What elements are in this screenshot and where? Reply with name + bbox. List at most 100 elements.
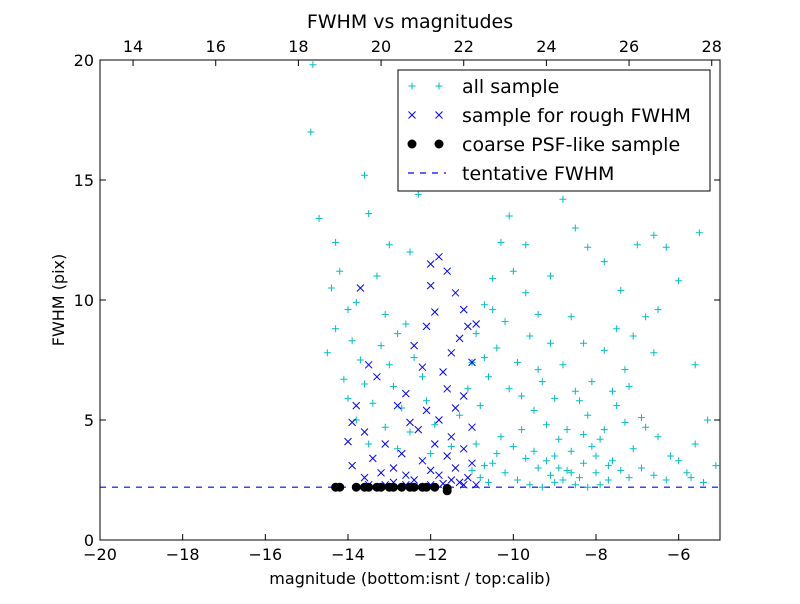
- point-all-sample: [356, 356, 364, 364]
- point-rough-sample: [455, 334, 464, 343]
- point-all-sample: [600, 346, 608, 354]
- point-rough-sample: [406, 418, 414, 427]
- point-rough-sample: [402, 471, 410, 480]
- point-rough-sample: [443, 452, 452, 460]
- point-all-sample: [654, 306, 662, 314]
- point-all-sample: [476, 474, 484, 482]
- point-rough-sample: [426, 466, 435, 475]
- point-all-sample: [547, 471, 555, 479]
- point-all-sample: [559, 476, 567, 484]
- point-all-sample: [493, 450, 501, 458]
- point-rough-sample: [348, 461, 356, 470]
- point-all-sample: [584, 243, 592, 251]
- point-all-sample: [580, 339, 588, 347]
- point-all-sample: [381, 423, 389, 431]
- point-rough-sample: [464, 322, 472, 331]
- point-all-sample: [650, 231, 658, 239]
- point-all-sample: [596, 481, 604, 489]
- point-coarse-sample: [397, 482, 407, 492]
- x-tick-label: −18: [166, 545, 200, 564]
- point-all-sample: [571, 224, 579, 232]
- point-rough-sample: [389, 464, 398, 472]
- point-rough-sample: [360, 473, 369, 482]
- point-all-sample: [654, 433, 662, 441]
- point-all-sample: [327, 284, 335, 292]
- point-all-sample: [551, 394, 559, 402]
- point-all-sample: [385, 241, 393, 249]
- top-x-tick-label: 22: [454, 37, 474, 56]
- point-rough-sample: [360, 428, 369, 436]
- point-all-sample: [637, 464, 645, 472]
- legend-marker-all-sample: [435, 82, 443, 90]
- point-all-sample: [571, 387, 579, 395]
- point-all-sample: [456, 411, 464, 419]
- point-all-sample: [315, 214, 323, 222]
- point-all-sample: [509, 442, 517, 450]
- point-rough-sample: [373, 372, 381, 381]
- point-all-sample: [551, 452, 559, 460]
- point-rough-sample: [459, 444, 468, 453]
- point-all-sample: [584, 483, 592, 491]
- point-all-sample: [480, 301, 488, 309]
- point-rough-sample: [443, 267, 452, 276]
- point-all-sample: [650, 471, 658, 479]
- point-rough-sample: [430, 308, 439, 316]
- point-all-sample: [600, 426, 608, 434]
- point-rough-sample: [451, 404, 460, 412]
- point-all-sample: [621, 366, 629, 374]
- point-all-sample: [687, 474, 695, 482]
- point-rough-sample: [435, 416, 443, 424]
- point-all-sample: [542, 457, 550, 465]
- point-all-sample: [522, 454, 530, 462]
- point-rough-sample: [435, 471, 443, 480]
- point-rough-sample: [443, 384, 452, 393]
- point-all-sample: [309, 61, 317, 69]
- point-all-sample: [575, 474, 583, 482]
- point-all-sample: [394, 445, 402, 453]
- point-all-sample: [592, 452, 600, 460]
- point-coarse-sample: [422, 482, 432, 492]
- point-all-sample: [485, 478, 493, 486]
- point-all-sample: [526, 481, 534, 489]
- point-rough-sample: [464, 473, 472, 482]
- x-tick-label: −8: [584, 545, 608, 564]
- point-all-sample: [575, 397, 583, 405]
- point-all-sample: [555, 464, 563, 472]
- point-rough-sample: [368, 454, 377, 463]
- point-rough-sample: [348, 418, 356, 427]
- point-all-sample: [381, 310, 389, 318]
- x-tick-label: −20: [83, 545, 117, 564]
- point-all-sample: [489, 459, 497, 467]
- point-rough-sample: [344, 437, 352, 446]
- point-rough-sample: [356, 284, 365, 292]
- point-rough-sample: [397, 449, 406, 458]
- point-all-sample: [633, 241, 641, 249]
- legend-marker-rough-sample: [435, 111, 443, 119]
- point-rough-sample: [402, 389, 410, 398]
- point-all-sample: [683, 469, 691, 477]
- point-rough-sample: [393, 401, 402, 410]
- point-all-sample: [592, 469, 600, 477]
- point-all-sample: [480, 354, 488, 362]
- y-axis-label: FWHM (pix): [49, 254, 68, 347]
- y-tick-label: 20: [74, 51, 94, 70]
- point-rough-sample: [410, 476, 418, 484]
- point-all-sample: [423, 397, 431, 405]
- point-coarse-sample: [351, 482, 361, 492]
- point-rough-sample: [410, 341, 418, 350]
- legend-label-tentative-fwhm: tentative FWHM: [462, 163, 614, 185]
- x-tick-label: −10: [496, 545, 530, 564]
- point-all-sample: [480, 462, 488, 470]
- point-all-sample: [431, 421, 439, 429]
- point-all-sample: [373, 272, 381, 280]
- point-all-sample: [402, 320, 410, 328]
- point-all-sample: [377, 342, 385, 350]
- point-coarse-sample: [409, 482, 419, 492]
- point-rough-sample: [377, 468, 385, 477]
- legend-box: [397, 69, 711, 192]
- point-all-sample: [712, 462, 720, 470]
- point-rough-sample: [451, 464, 460, 472]
- point-all-sample: [476, 402, 484, 410]
